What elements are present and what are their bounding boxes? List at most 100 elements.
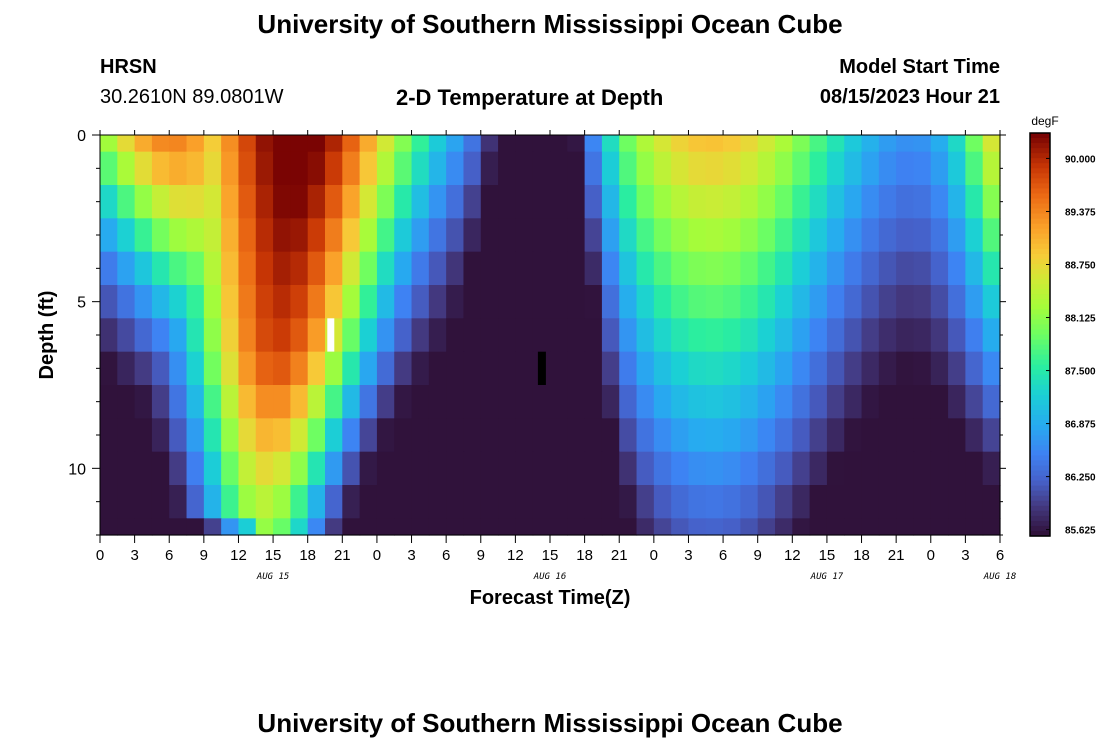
heatmap-cell bbox=[965, 318, 984, 353]
heatmap-cell bbox=[203, 351, 222, 386]
heatmap-cell bbox=[688, 285, 707, 319]
heatmap-cell bbox=[325, 418, 343, 453]
heatmap-cell bbox=[948, 485, 966, 519]
heatmap-cell bbox=[550, 451, 568, 486]
heatmap-cell bbox=[394, 418, 413, 453]
colorbar-tick-label: 88.750 bbox=[1065, 261, 1096, 272]
heatmap-cell bbox=[169, 385, 188, 419]
colorbar-segment bbox=[1030, 450, 1050, 456]
heatmap-cell bbox=[342, 135, 361, 153]
heatmap-cell bbox=[740, 318, 759, 353]
heatmap-cell bbox=[117, 318, 136, 353]
colorbar-segment bbox=[1030, 460, 1050, 467]
date-label: AUG 17 bbox=[810, 572, 844, 582]
colorbar-segment bbox=[1030, 314, 1050, 320]
heatmap-cell bbox=[463, 485, 482, 519]
heatmap-cell bbox=[619, 135, 638, 153]
heatmap-cell bbox=[394, 318, 413, 353]
heatmap-cell bbox=[273, 318, 291, 353]
heatmap-cell bbox=[723, 418, 741, 453]
heatmap-cell bbox=[376, 185, 395, 219]
x-tick-label: 0 bbox=[373, 547, 381, 564]
heatmap-cell bbox=[411, 218, 430, 253]
marker-light bbox=[327, 318, 335, 352]
heatmap-cell bbox=[671, 351, 690, 386]
heatmap-cell bbox=[186, 385, 205, 419]
heatmap-cell bbox=[844, 451, 863, 486]
heatmap-cell bbox=[498, 151, 516, 186]
heatmap-cell bbox=[671, 485, 690, 519]
heatmap-cell bbox=[498, 418, 516, 453]
heatmap-cell bbox=[273, 385, 291, 419]
station-coordinates: 30.2610N 89.0801W bbox=[100, 86, 284, 108]
colorbar-segment bbox=[1030, 213, 1050, 220]
heatmap-cell bbox=[792, 135, 811, 153]
heatmap-cell bbox=[878, 385, 897, 419]
colorbar-segment bbox=[1030, 389, 1050, 396]
y-axis: 0 5 10 bbox=[68, 128, 1006, 536]
heatmap-cell bbox=[584, 351, 603, 386]
heatmap-cell bbox=[584, 318, 603, 353]
heatmap-cell bbox=[809, 451, 828, 486]
heatmap-cell bbox=[601, 518, 620, 536]
x-tick-label: 15 bbox=[542, 547, 559, 564]
heatmap-cell bbox=[376, 285, 395, 319]
heatmap-cell bbox=[723, 251, 741, 286]
heatmap-cell bbox=[619, 318, 638, 353]
heatmap-cell bbox=[723, 451, 741, 486]
heatmap-cell bbox=[896, 385, 915, 419]
heatmap-cell bbox=[636, 318, 655, 353]
heatmap-cell bbox=[238, 151, 257, 186]
heatmap-cell bbox=[775, 318, 793, 353]
heatmap-cell bbox=[601, 285, 620, 319]
heatmap-cell bbox=[930, 151, 949, 186]
heatmap-cell bbox=[826, 418, 845, 453]
heatmap-cell bbox=[376, 251, 395, 286]
heatmap-cell bbox=[930, 418, 949, 453]
heatmap-cell bbox=[238, 518, 257, 536]
colorbar-segment bbox=[1030, 334, 1050, 341]
heatmap-cell bbox=[826, 518, 845, 536]
heatmap-cell bbox=[550, 518, 568, 536]
heatmap-cell bbox=[861, 151, 880, 186]
heatmap-cell bbox=[359, 285, 378, 319]
heatmap-cell bbox=[411, 285, 430, 319]
heatmap-cell bbox=[550, 151, 568, 186]
heatmap-cell bbox=[117, 251, 136, 286]
x-axis: 0 3 6 9 12 15 18 21 0 3 6 9 12 15 18 21 0 3 6 9 12 15 18 21 0 3 6 A… bbox=[96, 130, 1016, 582]
heatmap-cell bbox=[619, 285, 638, 319]
heatmap-cell bbox=[723, 385, 741, 419]
heatmap-cell bbox=[913, 451, 932, 486]
heatmap-cell bbox=[325, 285, 343, 319]
heatmap-cell bbox=[671, 135, 690, 153]
x-tick-label: 6 bbox=[442, 547, 450, 564]
colorbar-segment bbox=[1030, 510, 1050, 517]
colorbar-segment bbox=[1030, 294, 1050, 300]
heatmap-cell bbox=[359, 151, 378, 186]
heatmap-cell bbox=[567, 318, 586, 353]
heatmap-cell bbox=[913, 151, 932, 186]
heatmap-cell bbox=[325, 351, 343, 386]
heatmap-cell bbox=[342, 518, 361, 536]
colorbar-segment bbox=[1030, 354, 1050, 361]
heatmap-cell bbox=[186, 485, 205, 519]
heatmap-cell bbox=[134, 285, 153, 319]
heatmap-cell bbox=[809, 418, 828, 453]
heatmap-cell bbox=[965, 285, 984, 319]
heatmap-cell bbox=[636, 418, 655, 453]
colorbar-segment bbox=[1030, 228, 1050, 235]
heatmap-cell bbox=[446, 135, 465, 153]
heatmap-cell bbox=[186, 135, 205, 153]
heatmap-cell bbox=[273, 451, 291, 486]
heatmap-cell bbox=[878, 218, 897, 253]
heatmap-cell bbox=[325, 135, 343, 153]
heatmap-cell bbox=[584, 485, 603, 519]
colorbar-segment bbox=[1030, 248, 1050, 255]
heatmap-cell bbox=[342, 151, 361, 186]
heatmap-cell bbox=[567, 151, 586, 186]
colorbar-frame bbox=[1029, 132, 1051, 537]
colorbar-segment bbox=[1030, 394, 1050, 401]
heatmap-cell bbox=[601, 135, 620, 153]
heatmap-cell bbox=[342, 451, 361, 486]
heatmap-cell bbox=[359, 351, 378, 386]
